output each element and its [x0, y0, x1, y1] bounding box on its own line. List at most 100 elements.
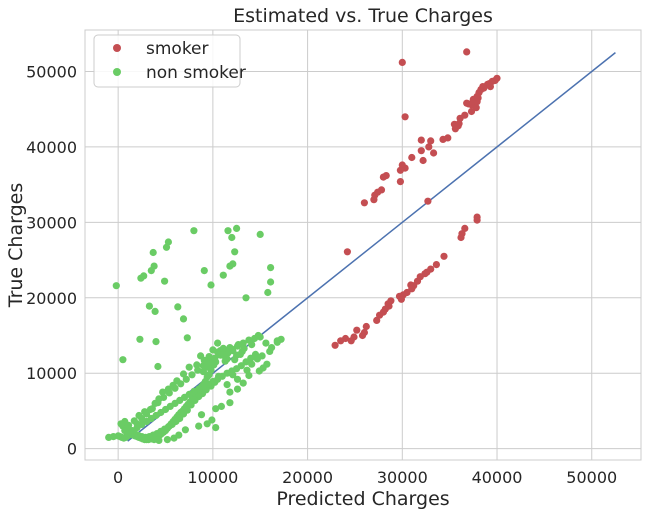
smoker-point-43	[480, 84, 488, 92]
x-axis-label: Predicted Charges	[276, 488, 449, 510]
non-smoker-point-26	[242, 294, 250, 302]
non-smoker-point-21	[219, 271, 227, 279]
non-smoker-point-206	[163, 436, 171, 444]
non-smoker-point-228	[179, 370, 188, 378]
non-smoker-point-213	[233, 385, 242, 393]
non-smoker-point-236	[141, 408, 149, 416]
y-tick-label-5: 50000	[26, 62, 77, 81]
non-smoker-point-223	[205, 353, 213, 361]
non-smoker-point-147	[194, 366, 202, 374]
smoker-point-77	[358, 331, 367, 340]
non-smoker-point-225	[193, 361, 201, 369]
non-smoker-point-27	[233, 224, 241, 232]
y-axis-label: True Charges	[5, 183, 27, 308]
non-smoker-point-11	[151, 307, 159, 315]
smoker-point-78	[353, 326, 361, 334]
non-smoker-point-8	[164, 238, 172, 246]
non-smoker-point-146	[188, 371, 196, 379]
non-smoker-point-221	[214, 339, 222, 347]
smoker-point-42	[474, 94, 482, 102]
non-smoker-point-25	[228, 233, 236, 242]
legend-marker-smoker	[113, 44, 121, 52]
smoker-point-1	[463, 48, 471, 56]
non-smoker-point-24	[231, 248, 239, 256]
smoker-point-13	[396, 178, 404, 186]
non-smoker-point-216	[248, 360, 256, 368]
non-smoker-point-148	[199, 362, 207, 370]
x-tick-label-5: 50000	[566, 468, 617, 487]
non-smoker-point-150	[211, 354, 219, 362]
non-smoker-point-0	[112, 282, 120, 290]
smoker-point-2	[401, 113, 409, 121]
smoker-point-6	[417, 147, 425, 155]
smoker-point-5	[425, 143, 433, 151]
non-smoker-point-222	[209, 346, 217, 354]
non-smoker-point-19	[200, 267, 208, 275]
smoker-point-82	[337, 337, 345, 345]
non-smoker-point-9	[161, 277, 169, 285]
non-smoker-point-234	[151, 399, 159, 407]
non-smoker-point-12	[174, 303, 182, 311]
y-tick-label-1: 10000	[26, 364, 77, 383]
non-smoker-point-3	[140, 272, 148, 280]
smoker-point-8	[408, 153, 416, 162]
non-smoker-point-5	[150, 262, 158, 270]
non-smoker-point-201	[197, 411, 206, 419]
smoker-point-20	[360, 199, 368, 207]
non-smoker-point-191	[223, 381, 231, 389]
non-smoker-point-10	[145, 302, 153, 310]
legend-label-non-smoker: non smoker	[146, 63, 246, 83]
smoker-point-12	[396, 166, 404, 174]
non-smoker-point-14	[152, 338, 160, 346]
non-smoker-point-47	[221, 357, 229, 365]
non-smoker-point-23	[229, 260, 237, 268]
non-smoker-point-155	[239, 339, 247, 347]
x-tick-label-1: 10000	[187, 468, 238, 487]
non-smoker-point-199	[217, 402, 225, 410]
smoker-point-40	[493, 74, 501, 82]
non-smoker-point-156	[245, 336, 253, 344]
non-smoker-point-13	[136, 335, 144, 343]
non-smoker-point-30	[267, 264, 275, 272]
non-smoker-point-153	[228, 345, 236, 353]
non-smoker-point-159	[262, 339, 270, 347]
smoker-point-74	[373, 316, 381, 324]
non-smoker-point-42	[231, 356, 239, 364]
non-smoker-point-240	[121, 427, 129, 435]
smoker-point-70	[384, 300, 392, 308]
non-smoker-point-29	[256, 230, 264, 238]
x-tick-label-0: 0	[113, 468, 123, 487]
smoker-point-4	[427, 137, 435, 145]
smoker-point-26	[454, 122, 462, 130]
x-tick-label-3: 30000	[377, 468, 428, 487]
non-smoker-point-32	[267, 278, 275, 286]
non-smoker-point-18	[190, 227, 198, 235]
y-tick-label-3: 30000	[26, 213, 77, 232]
smoker-point-3	[417, 136, 425, 144]
smoker-point-52	[461, 224, 469, 232]
non-smoker-point-31	[264, 288, 272, 297]
non-smoker-point-151	[216, 351, 224, 359]
non-smoker-point-6	[149, 248, 157, 257]
smoker-point-48	[343, 248, 351, 256]
legend: smoker non smoker	[93, 34, 246, 88]
non-smoker-point-157	[250, 334, 259, 343]
smoker-point-83	[331, 341, 339, 349]
non-smoker-point-215	[243, 366, 251, 374]
non-smoker-point-197	[263, 360, 271, 368]
non-smoker-point-202	[195, 422, 203, 430]
non-smoker-point-211	[203, 420, 211, 428]
non-smoker-point-161	[273, 337, 281, 345]
x-tick-label-2: 20000	[282, 468, 333, 487]
non-smoker-point-220	[219, 344, 227, 352]
smoker-point-45	[456, 114, 464, 122]
smoker-point-56	[432, 261, 440, 269]
smoker-point-47	[472, 104, 480, 112]
chart-title: Estimated vs. True Charges	[233, 5, 493, 27]
non-smoker-point-154	[233, 342, 242, 350]
non-smoker-point-190	[226, 388, 234, 396]
non-smoker-point-237	[135, 411, 143, 420]
smoker-point-49	[424, 197, 432, 205]
non-smoker-point-231	[164, 385, 172, 393]
